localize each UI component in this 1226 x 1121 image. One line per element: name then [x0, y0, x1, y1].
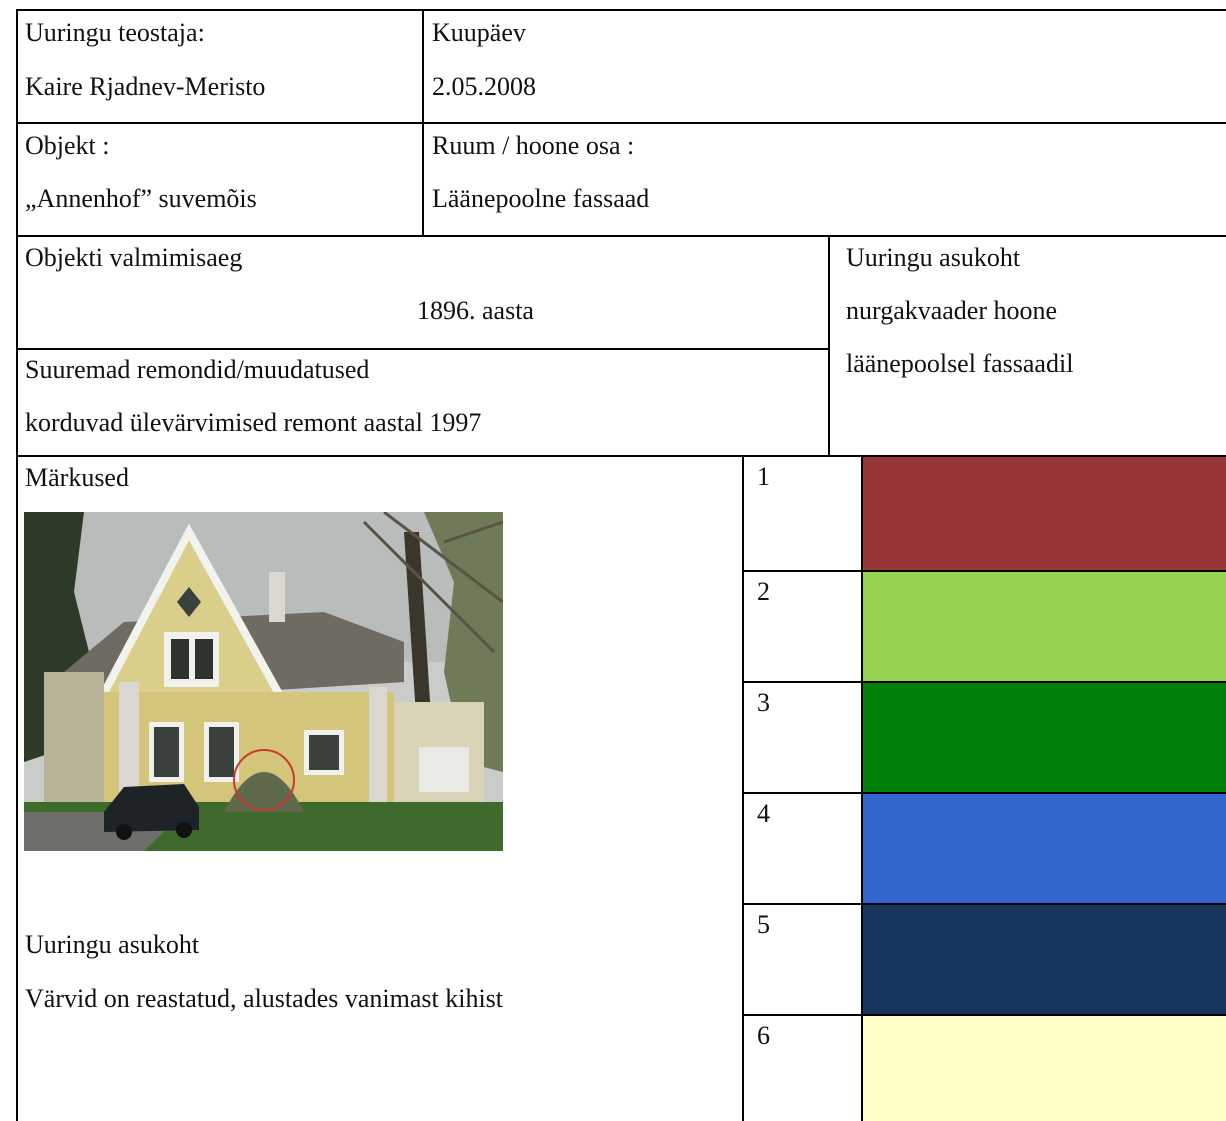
table-border: [742, 455, 744, 1121]
repairs-value: korduvad ülevärvimised remont aastal 199…: [25, 408, 482, 437]
building-photo: [24, 512, 503, 851]
table-border: [422, 9, 424, 237]
table-border: [742, 903, 1226, 905]
color-swatch: [863, 457, 1226, 570]
layer-number: 6: [757, 1021, 770, 1050]
survey-location-label: Uuringu asukoht: [25, 930, 200, 959]
layer-number: 1: [757, 462, 770, 491]
date-value: 2.05.2008: [432, 72, 536, 101]
layer-order-note: Värvid on reastatud, alustades vanimast …: [25, 984, 504, 1013]
table-border: [742, 681, 1226, 683]
repairs-label: Suuremad remondid/muudatused: [25, 355, 370, 384]
room-value: Läänepoolne fassaad: [432, 184, 650, 213]
table-border: [16, 9, 18, 1121]
object-name: „Annenhof” suvemõis: [25, 184, 257, 213]
layer-number: 3: [757, 688, 770, 717]
date-label: Kuupäev: [432, 18, 526, 47]
table-border: [16, 9, 1226, 11]
table-border: [742, 792, 1226, 794]
completion-label: Objekti valmimisaeg: [25, 243, 243, 272]
object-label: Objekt :: [25, 131, 110, 160]
color-swatch: [863, 905, 1226, 1014]
color-swatch: [863, 572, 1226, 681]
investigator-label: Uuringu teostaja:: [25, 18, 205, 47]
notes-label: Märkused: [25, 463, 129, 492]
completion-value: 1896. aasta: [417, 296, 534, 325]
layer-number: 4: [757, 799, 770, 828]
table-border: [828, 235, 830, 457]
layer-number: 2: [757, 577, 770, 606]
color-swatch: [863, 794, 1226, 903]
table-border: [742, 1014, 1226, 1016]
table-border: [16, 235, 1226, 237]
table-border: [16, 348, 828, 350]
layer-number: 5: [757, 910, 770, 939]
location-label: Uuringu asukoht: [846, 243, 1021, 272]
location-line2: läänepoolsel fassaadil: [846, 349, 1074, 378]
color-swatch: [863, 1016, 1226, 1121]
table-border: [16, 455, 1226, 457]
location-line1: nurgakvaader hoone: [846, 296, 1058, 325]
table-border: [742, 570, 1226, 572]
color-swatch: [863, 683, 1226, 792]
table-border: [16, 122, 1226, 124]
room-label: Ruum / hoone osa :: [432, 131, 635, 160]
investigator-name: Kaire Rjadnev-Meristo: [25, 72, 266, 101]
table-border: [861, 455, 863, 1121]
